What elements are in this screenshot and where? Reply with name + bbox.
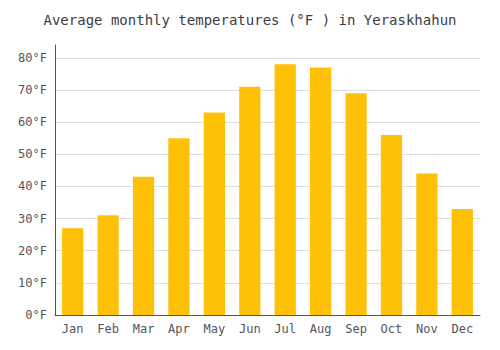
svg-text:Mar: Mar: [133, 322, 155, 336]
svg-text:30°F: 30°F: [18, 212, 47, 226]
svg-text:Jan: Jan: [62, 322, 84, 336]
svg-text:0°F: 0°F: [25, 308, 47, 322]
svg-text:70°F: 70°F: [18, 83, 47, 97]
svg-text:Jul: Jul: [274, 322, 296, 336]
svg-text:Nov: Nov: [416, 322, 438, 336]
svg-text:Aug: Aug: [310, 322, 332, 336]
svg-text:Oct: Oct: [381, 322, 403, 336]
svg-text:Average monthly temperatures (: Average monthly temperatures (°F ) in Ye…: [43, 12, 456, 28]
svg-text:20°F: 20°F: [18, 244, 47, 258]
svg-text:10°F: 10°F: [18, 276, 47, 290]
svg-text:Feb: Feb: [97, 322, 119, 336]
svg-text:Dec: Dec: [451, 322, 473, 336]
svg-text:80°F: 80°F: [18, 51, 47, 65]
svg-text:60°F: 60°F: [18, 115, 47, 129]
svg-text:Apr: Apr: [168, 322, 190, 336]
svg-text:40°F: 40°F: [18, 179, 47, 193]
svg-text:Jun: Jun: [239, 322, 261, 336]
svg-text:50°F: 50°F: [18, 147, 47, 161]
svg-text:May: May: [204, 322, 226, 336]
svg-text:Sep: Sep: [345, 322, 367, 336]
